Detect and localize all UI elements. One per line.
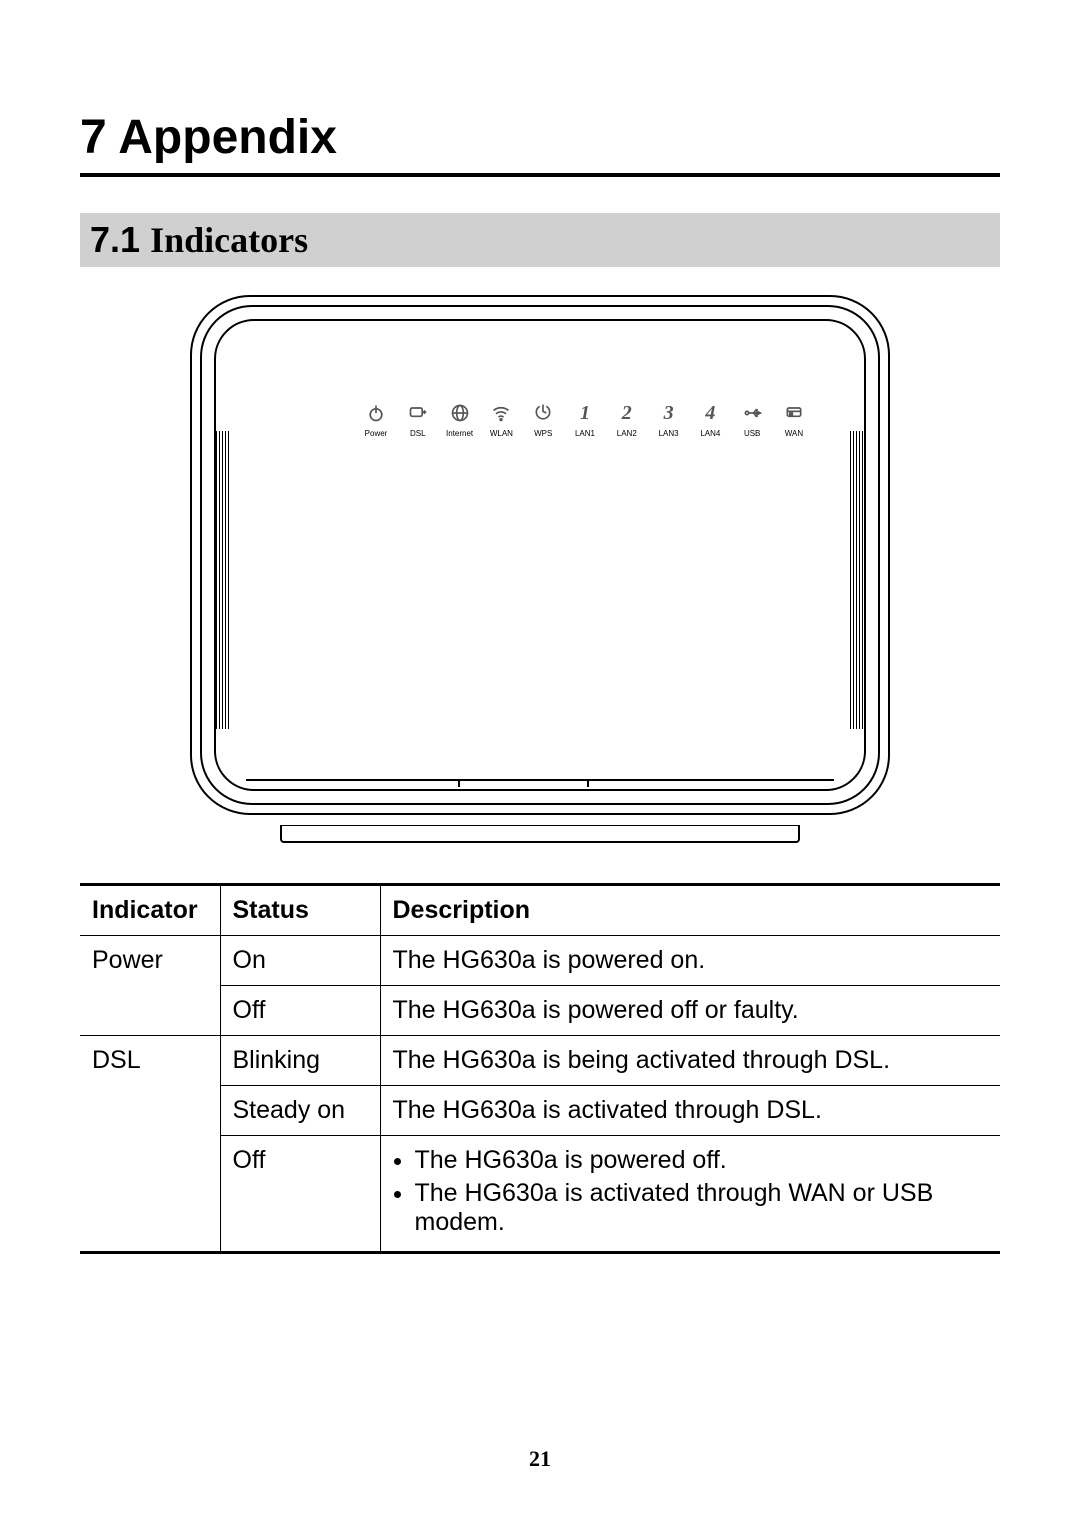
indicator-dsl: DSL xyxy=(398,401,438,438)
chapter-rule xyxy=(80,173,1000,177)
device-illustration: Power DSL Internet WLAN WPS 1 LAN1 2 LAN2 3 LAN3 4 L… xyxy=(190,295,890,843)
cell-indicator xyxy=(80,1086,220,1136)
cell-description: The HG630a is powered off or faulty. xyxy=(380,986,1000,1036)
cell-indicator: DSL xyxy=(80,1036,220,1086)
lan3-icon: 3 xyxy=(657,401,681,425)
table-row: OffThe HG630a is powered off.The HG630a … xyxy=(80,1136,1000,1253)
indicator-lan3: 3 LAN3 xyxy=(649,401,689,438)
indicator-lan4: 4 LAN4 xyxy=(690,401,730,438)
table-row: PowerOnThe HG630a is powered on. xyxy=(80,936,1000,986)
indicators-table: Indicator Status Description PowerOnThe … xyxy=(80,883,1000,1254)
indicator-wps: WPS xyxy=(523,401,563,438)
indicator-label: Power xyxy=(365,429,388,438)
indicator-wlan: WLAN xyxy=(481,401,521,438)
table-header-indicator: Indicator xyxy=(80,885,220,936)
indicator-label: DSL xyxy=(410,429,426,438)
wlan-icon xyxy=(489,401,513,425)
cell-indicator: Power xyxy=(80,936,220,986)
usb-icon xyxy=(740,401,764,425)
section-heading: 7.1 Indicators xyxy=(80,213,1000,267)
indicator-label: LAN4 xyxy=(700,429,720,438)
cell-status: Steady on xyxy=(220,1086,380,1136)
cell-status: On xyxy=(220,936,380,986)
indicator-label: LAN1 xyxy=(575,429,595,438)
table-row: OffThe HG630a is powered off or faulty. xyxy=(80,986,1000,1036)
cell-indicator xyxy=(80,986,220,1036)
indicator-label: LAN3 xyxy=(659,429,679,438)
table-header-status: Status xyxy=(220,885,380,936)
section-number: 7.1 xyxy=(90,219,140,260)
indicator-internet: Internet xyxy=(440,401,480,438)
cell-status: Blinking xyxy=(220,1036,380,1086)
chapter-title: 7 Appendix xyxy=(80,110,1000,165)
indicator-lan1: 1 LAN1 xyxy=(565,401,605,438)
indicator-lan2: 2 LAN2 xyxy=(607,401,647,438)
dsl-icon xyxy=(406,401,430,425)
table-row: DSLBlinkingThe HG630a is being activated… xyxy=(80,1036,1000,1086)
indicator-label: USB xyxy=(744,429,760,438)
desc-list-item: The HG630a is activated through WAN or U… xyxy=(415,1179,989,1237)
wan-icon xyxy=(782,401,806,425)
indicator-label: WAN xyxy=(785,429,803,438)
chapter-name: Appendix xyxy=(118,111,337,164)
indicator-label: WPS xyxy=(534,429,552,438)
lan1-icon: 1 xyxy=(573,401,597,425)
lan2-icon: 2 xyxy=(615,401,639,425)
indicator-label: WLAN xyxy=(490,429,513,438)
table-row: Steady onThe HG630a is activated through… xyxy=(80,1086,1000,1136)
wps-icon xyxy=(531,401,555,425)
cell-status: Off xyxy=(220,986,380,1036)
cell-description: The HG630a is powered on. xyxy=(380,936,1000,986)
desc-list-item: The HG630a is powered off. xyxy=(415,1146,989,1175)
indicator-label: Internet xyxy=(446,429,473,438)
chapter-number: 7 xyxy=(80,111,107,164)
indicator-label: LAN2 xyxy=(617,429,637,438)
indicator-usb: USB xyxy=(732,401,772,438)
page-number: 21 xyxy=(0,1446,1080,1472)
cell-description: The HG630a is powered off. The HG630a is … xyxy=(380,1136,1000,1253)
cell-status: Off xyxy=(220,1136,380,1253)
power-icon xyxy=(364,401,388,425)
internet-icon xyxy=(448,401,472,425)
section-title: Indicators xyxy=(150,220,308,260)
table-header-description: Description xyxy=(380,885,1000,936)
indicator-wan: WAN xyxy=(774,401,814,438)
cell-indicator xyxy=(80,1136,220,1253)
cell-description: The HG630a is activated through DSL. xyxy=(380,1086,1000,1136)
indicator-power: Power xyxy=(356,401,396,438)
lan4-icon: 4 xyxy=(698,401,722,425)
cell-description: The HG630a is being activated through DS… xyxy=(380,1036,1000,1086)
